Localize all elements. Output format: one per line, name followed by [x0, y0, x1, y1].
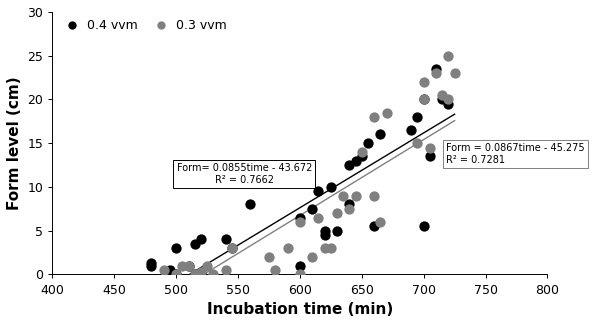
0.4 vvm — [147, 260, 156, 266]
0.3 vvm — [264, 254, 274, 260]
0.3 vvm — [326, 246, 335, 251]
0.4 vvm — [246, 202, 255, 207]
0.3 vvm — [370, 114, 379, 120]
0.4 vvm — [307, 206, 317, 212]
0.3 vvm — [419, 97, 428, 102]
X-axis label: Incubation time (min): Incubation time (min) — [207, 302, 393, 317]
0.4 vvm — [320, 233, 329, 238]
0.3 vvm — [344, 206, 354, 212]
0.4 vvm — [295, 215, 305, 220]
0.4 vvm — [376, 132, 385, 137]
0.4 vvm — [344, 163, 354, 168]
0.3 vvm — [221, 268, 230, 273]
0.4 vvm — [190, 241, 200, 247]
0.3 vvm — [172, 272, 181, 277]
0.3 vvm — [425, 145, 435, 150]
0.3 vvm — [444, 53, 453, 58]
0.4 vvm — [314, 189, 324, 194]
0.3 vvm — [196, 269, 206, 274]
0.4 vvm — [326, 184, 335, 190]
0.4 vvm — [351, 158, 361, 163]
0.4 vvm — [221, 237, 230, 242]
0.4 vvm — [190, 272, 200, 277]
0.3 vvm — [419, 79, 428, 85]
0.3 vvm — [431, 71, 441, 76]
0.3 vvm — [351, 193, 361, 198]
0.3 vvm — [332, 211, 342, 216]
Legend: 0.4 vvm, 0.3 vvm: 0.4 vvm, 0.3 vvm — [55, 15, 231, 38]
0.4 vvm — [295, 263, 305, 268]
0.3 vvm — [444, 97, 453, 102]
0.4 vvm — [413, 114, 422, 120]
0.4 vvm — [363, 141, 373, 146]
0.3 vvm — [376, 219, 385, 225]
0.4 vvm — [332, 228, 342, 233]
0.4 vvm — [196, 237, 206, 242]
0.3 vvm — [295, 219, 305, 225]
0.4 vvm — [344, 202, 354, 207]
0.4 vvm — [172, 272, 181, 277]
0.3 vvm — [178, 263, 187, 268]
0.3 vvm — [184, 263, 193, 268]
0.4 vvm — [172, 246, 181, 251]
0.3 vvm — [307, 254, 317, 260]
0.3 vvm — [382, 110, 391, 115]
0.3 vvm — [202, 263, 212, 268]
Y-axis label: Form level (cm): Form level (cm) — [7, 76, 22, 210]
0.4 vvm — [419, 97, 428, 102]
0.4 vvm — [357, 154, 367, 159]
0.3 vvm — [209, 272, 218, 277]
0.4 vvm — [147, 263, 156, 268]
0.4 vvm — [227, 246, 237, 251]
0.4 vvm — [444, 101, 453, 106]
0.4 vvm — [431, 66, 441, 71]
0.3 vvm — [227, 246, 237, 251]
0.4 vvm — [320, 228, 329, 233]
0.3 vvm — [295, 272, 305, 277]
0.3 vvm — [190, 272, 200, 277]
0.3 vvm — [320, 246, 329, 251]
0.3 vvm — [283, 246, 292, 251]
0.4 vvm — [425, 154, 435, 159]
0.4 vvm — [407, 127, 416, 133]
Text: Form= 0.0855time - 43.672
R² = 0.7662: Form= 0.0855time - 43.672 R² = 0.7662 — [176, 163, 312, 185]
0.4 vvm — [438, 97, 447, 102]
0.3 vvm — [270, 268, 280, 273]
0.3 vvm — [338, 193, 348, 198]
0.3 vvm — [370, 193, 379, 198]
0.3 vvm — [450, 71, 459, 76]
0.3 vvm — [357, 149, 367, 155]
0.3 vvm — [159, 268, 169, 273]
0.3 vvm — [413, 141, 422, 146]
0.4 vvm — [370, 224, 379, 229]
0.4 vvm — [165, 268, 175, 273]
0.4 vvm — [419, 224, 428, 229]
0.3 vvm — [314, 215, 324, 220]
0.4 vvm — [196, 272, 206, 277]
Text: Form = 0.0867time - 45.275
R² = 0.7281: Form = 0.0867time - 45.275 R² = 0.7281 — [446, 143, 585, 165]
0.3 vvm — [438, 92, 447, 98]
0.4 vvm — [184, 263, 193, 268]
